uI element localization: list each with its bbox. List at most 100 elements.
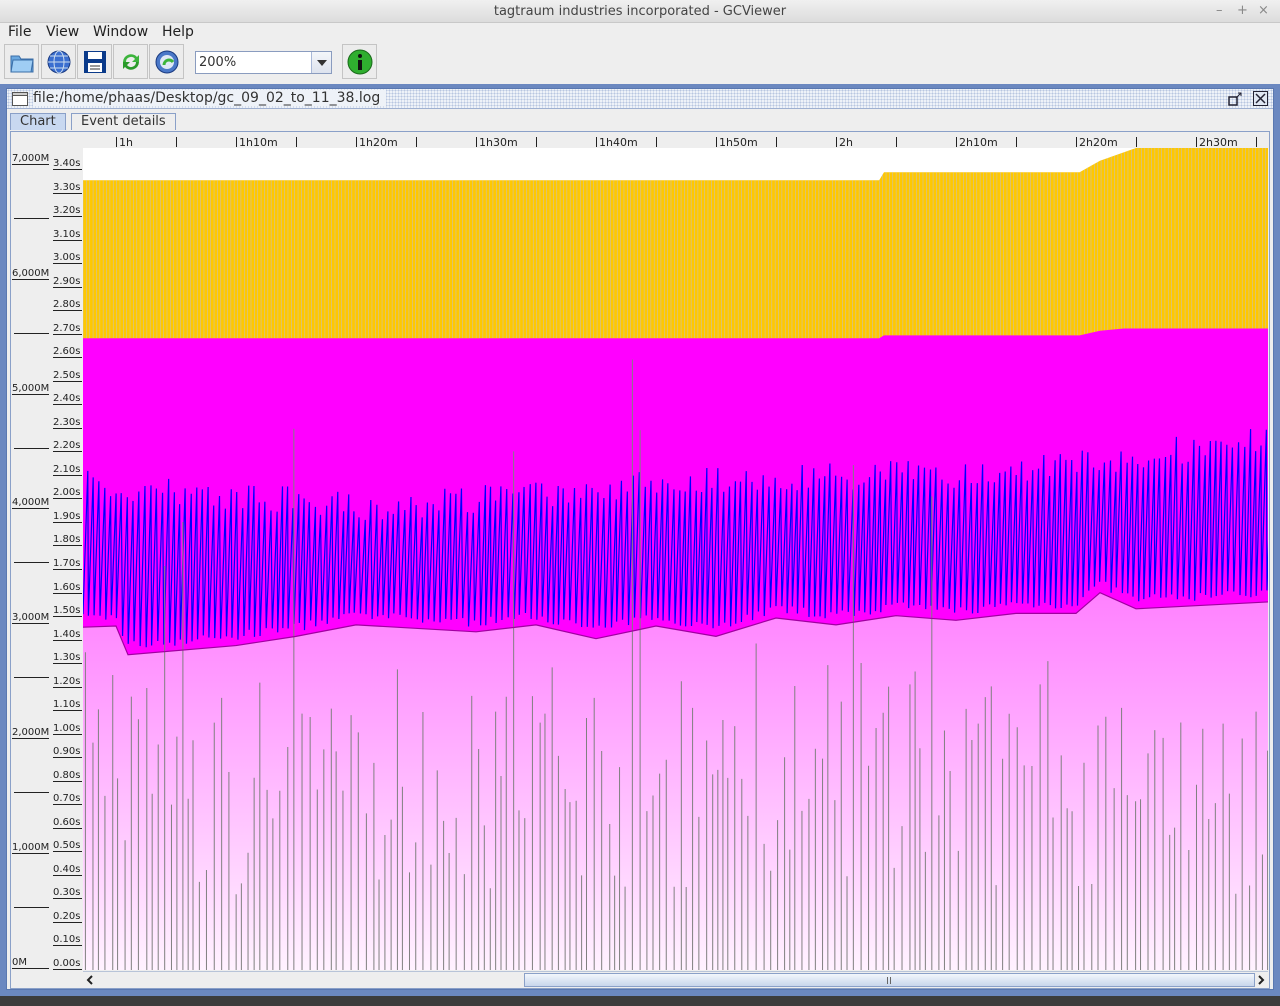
x-tick-label: 2h10m xyxy=(959,136,998,149)
young-gen-stripes xyxy=(83,148,1267,339)
open-file-button[interactable] xyxy=(4,44,39,79)
memory-tick-label: 2,000M xyxy=(12,727,50,740)
pause-tick-label: 2.20s xyxy=(53,440,82,453)
pause-tick-label: 1.30s xyxy=(53,652,82,665)
close-window-button[interactable]: × xyxy=(1258,3,1269,18)
pause-tick-label: 0.00s xyxy=(53,958,82,970)
x-tick xyxy=(1196,137,1197,147)
pause-tick-label: 1.60s xyxy=(53,581,82,594)
x-tick xyxy=(956,137,957,147)
pause-tick-label: 1.80s xyxy=(53,534,82,547)
menu-view[interactable]: View xyxy=(46,24,80,40)
memory-minor-tick xyxy=(14,332,49,334)
refresh-icon xyxy=(122,53,139,70)
tab-event-details[interactable]: Event details xyxy=(71,113,176,130)
x-tick xyxy=(1076,137,1077,147)
tab-chart[interactable]: Chart xyxy=(10,113,66,130)
pause-tick-label: 2.00s xyxy=(53,487,82,500)
menu-file[interactable]: File xyxy=(8,24,32,40)
x-tick-label: 1h40m xyxy=(599,136,638,149)
x-tick xyxy=(476,137,477,147)
refresh-button[interactable] xyxy=(113,44,148,79)
x-minor-tick xyxy=(1136,137,1137,147)
x-minor-tick xyxy=(896,137,897,147)
memory-tick-label: 1,000M xyxy=(12,842,50,855)
close-frame-icon[interactable] xyxy=(1253,91,1268,106)
memory-tick-label: 6,000M xyxy=(12,267,50,280)
window-title: tagtraum industries incorporated - GCVie… xyxy=(493,4,787,19)
maximize-button[interactable]: + xyxy=(1237,3,1248,18)
x-tick xyxy=(716,137,717,147)
pause-tick-label: 2.80s xyxy=(53,299,82,312)
pause-tick-label: 2.70s xyxy=(53,322,82,335)
pause-tick-label: 2.10s xyxy=(53,463,82,476)
info-icon xyxy=(347,49,372,74)
used-tenured-line xyxy=(83,592,1268,656)
used-tenured-area xyxy=(83,592,1268,970)
tab-label: Chart xyxy=(20,114,56,129)
minimize-button[interactable]: – xyxy=(1216,3,1223,18)
pause-tick-label: 3.20s xyxy=(53,205,82,218)
x-minor-tick xyxy=(296,137,297,147)
x-minor-tick xyxy=(536,137,537,147)
memory-minor-tick xyxy=(14,217,49,219)
zoom-combo[interactable]: 200% xyxy=(195,51,332,74)
pause-tick-label: 1.10s xyxy=(53,699,82,712)
pause-tick-label: 3.00s xyxy=(53,252,82,265)
x-tick-label: 1h xyxy=(119,136,133,149)
x-tick-label: 1h20m xyxy=(359,136,398,149)
pause-tick-label: 3.30s xyxy=(53,181,82,194)
memory-tick-label: 0M xyxy=(12,957,49,969)
x-minor-tick xyxy=(176,137,177,147)
export-button[interactable] xyxy=(77,44,112,79)
memory-tick-label: 3,000M xyxy=(12,612,50,625)
chevron-down-icon[interactable] xyxy=(311,52,331,73)
window-title-bar: tagtraum industries incorporated - GCVie… xyxy=(0,0,1280,23)
pause-tick-label: 2.30s xyxy=(53,416,82,429)
pause-tick-label: 2.40s xyxy=(53,393,82,406)
taskbar xyxy=(0,996,1280,1006)
x-tick-label: 1h10m xyxy=(239,136,278,149)
pause-tick-label: 1.00s xyxy=(53,722,82,735)
grip-icon xyxy=(887,977,891,984)
memory-minor-tick xyxy=(14,447,49,449)
globe-icon xyxy=(47,50,70,73)
zoom-value[interactable]: 200% xyxy=(199,55,237,70)
memory-tick-label: 5,000M xyxy=(12,382,50,395)
x-tick xyxy=(596,137,597,147)
pause-tick-label: 0.50s xyxy=(53,840,82,853)
restore-icon[interactable] xyxy=(1227,91,1243,107)
x-tick-label: 2h30m xyxy=(1199,136,1238,149)
x-tick xyxy=(236,137,237,147)
x-tick xyxy=(356,137,357,147)
pause-tick-label: 2.50s xyxy=(53,369,82,382)
pause-tick-label: 2.60s xyxy=(53,346,82,359)
scroll-left-icon[interactable] xyxy=(85,974,95,986)
info-button[interactable] xyxy=(342,44,377,79)
scroll-right-icon[interactable] xyxy=(1256,974,1266,986)
menu-window[interactable]: Window xyxy=(93,24,149,40)
menu-help[interactable]: Help xyxy=(162,24,194,40)
pause-tick-label: 1.20s xyxy=(53,675,82,688)
memory-minor-tick xyxy=(14,907,49,909)
x-tick xyxy=(116,137,117,147)
memory-tick-label: 4,000M xyxy=(12,497,50,510)
memory-minor-tick xyxy=(14,792,49,794)
scrollbar-thumb[interactable] xyxy=(524,973,1255,987)
pause-tick-label: 1.40s xyxy=(53,628,82,641)
pause-tick-label: 0.60s xyxy=(53,816,82,829)
watch-button[interactable] xyxy=(149,44,184,79)
pause-tick-label: 3.10s xyxy=(53,228,82,241)
x-tick-label: 2h xyxy=(839,136,853,149)
memory-minor-tick xyxy=(14,562,49,564)
x-minor-tick xyxy=(1016,137,1017,147)
x-tick-label: 2h20m xyxy=(1079,136,1118,149)
memory-tick-label: 7,000M xyxy=(12,152,50,165)
open-url-button[interactable] xyxy=(41,44,76,79)
horizontal-scrollbar[interactable] xyxy=(83,971,1268,987)
watch-file-icon xyxy=(155,50,178,73)
x-tick xyxy=(836,137,837,147)
internal-frame-title-bar[interactable]: file:/home/phaas/Desktop/gc_09_02_to_11_… xyxy=(7,89,1273,109)
memory-minor-tick xyxy=(14,677,49,679)
save-icon xyxy=(83,50,106,73)
